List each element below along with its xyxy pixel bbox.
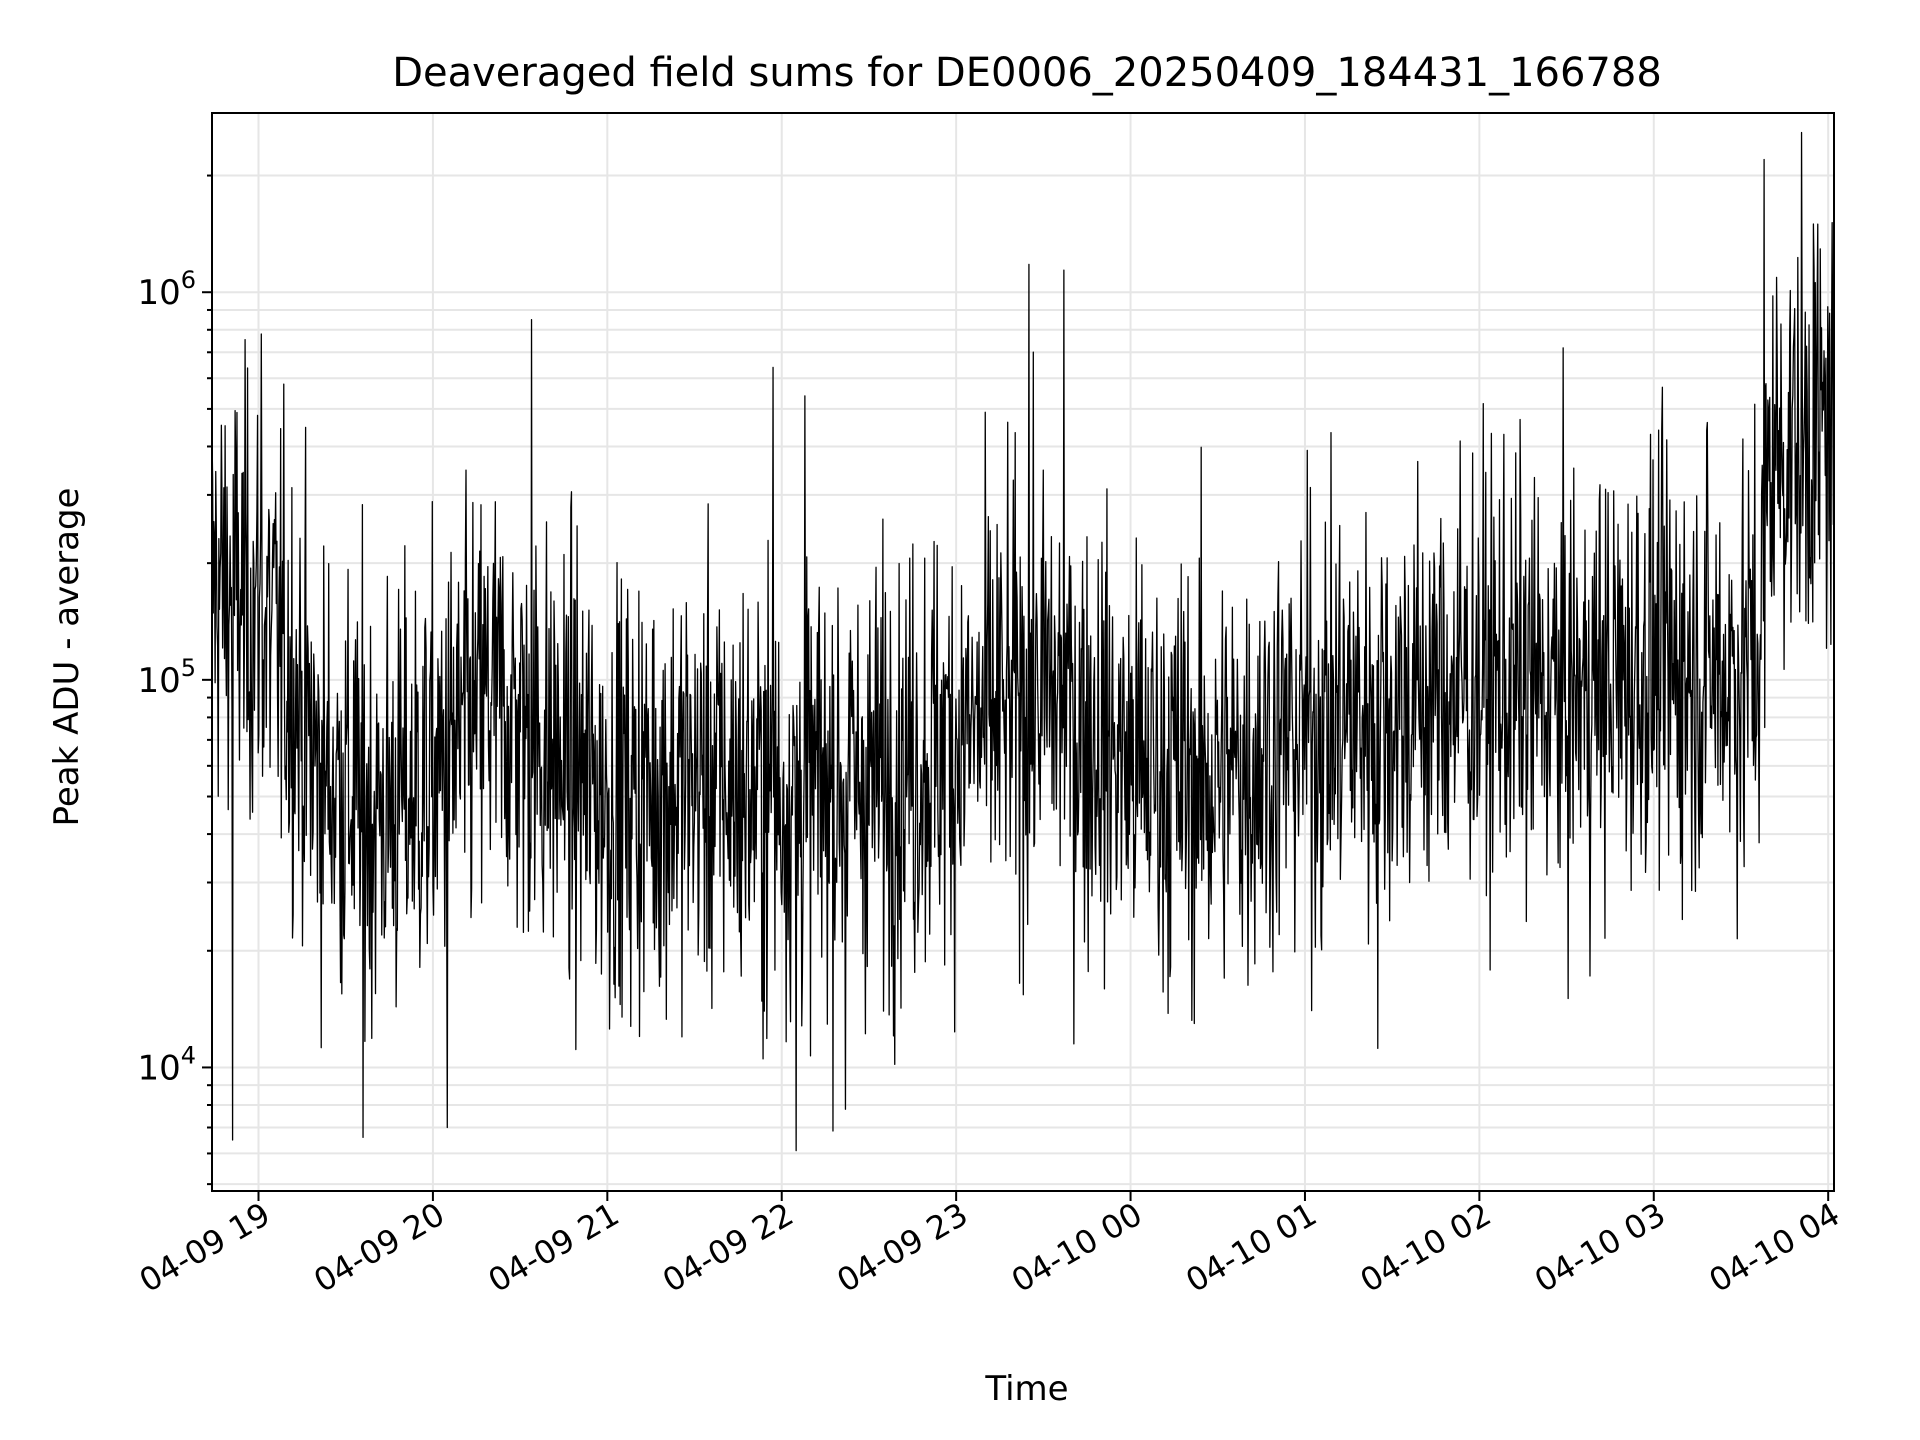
plot-frame [211,112,1835,1192]
chart-title: Deaveraged field sums for DE0006_2025040… [392,50,1662,96]
y-tick-label: 106 [137,266,196,313]
x-axis-label: Time [984,1369,1068,1409]
y-axis-label: Peak ADU - average [47,488,87,827]
y-tick-label: 105 [137,654,196,701]
series-line [211,131,1835,1152]
y-tick-label: 104 [137,1041,196,1088]
series-layer [211,131,1835,1152]
